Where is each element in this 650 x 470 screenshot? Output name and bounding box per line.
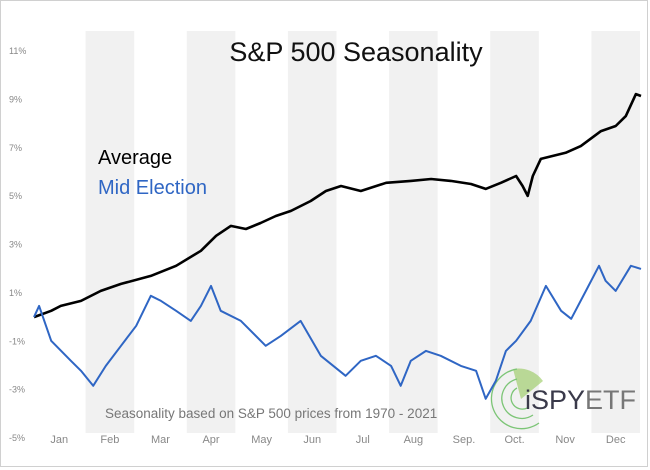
y-tick-label: -1%: [9, 336, 25, 346]
y-tick-label: 5%: [9, 191, 22, 201]
x-tick-label: May: [251, 434, 272, 446]
x-tick-label: Feb: [100, 434, 119, 446]
logo-text: iSPYETF: [525, 385, 636, 415]
y-tick-label: 1%: [9, 288, 22, 298]
month-band: [389, 31, 438, 433]
x-tick-label: Aug: [404, 434, 424, 446]
x-tick-label: Jan: [50, 434, 68, 446]
y-tick-label: -3%: [9, 385, 25, 395]
y-tick-label: 7%: [9, 143, 22, 153]
month-band: [187, 31, 236, 433]
month-band: [86, 31, 135, 433]
x-tick-label: Jun: [303, 434, 321, 446]
x-tick-label: Apr: [202, 434, 219, 446]
x-tick-label: Nov: [555, 434, 575, 446]
y-tick-label: 3%: [9, 240, 22, 250]
x-tick-label: Mar: [151, 434, 170, 446]
y-tick-label: 9%: [9, 94, 22, 104]
y-tick-label: -5%: [9, 433, 25, 443]
x-tick-label: Sep.: [453, 434, 476, 446]
chart-annotation: Seasonality based on S&P 500 prices from…: [105, 406, 437, 421]
legend-average: Average: [98, 147, 172, 170]
x-tick-label: Oct.: [504, 434, 524, 446]
month-band: [288, 31, 337, 433]
month-band: [591, 31, 640, 433]
legend-mid-election: Mid Election: [98, 177, 207, 200]
x-tick-label: Jul: [356, 434, 370, 446]
chart-title: S&P 500 Seasonality: [1, 37, 650, 68]
x-tick-label: Dec: [606, 434, 626, 446]
